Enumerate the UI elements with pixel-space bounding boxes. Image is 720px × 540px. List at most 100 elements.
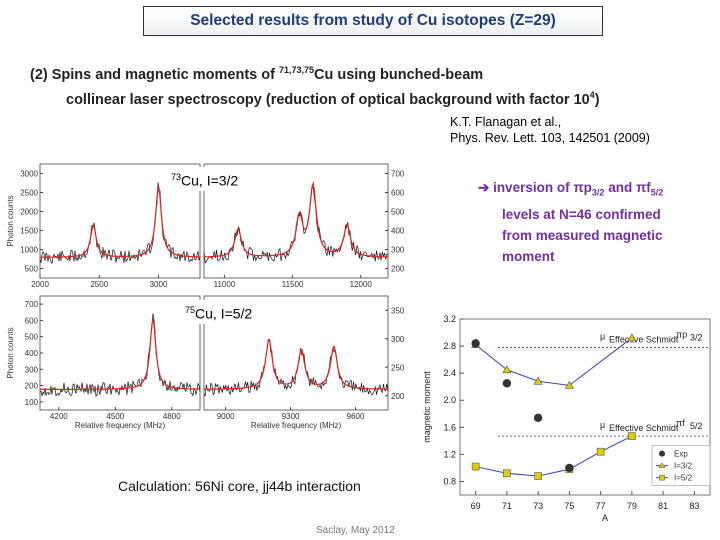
schmidt-p32-state: πp [676, 329, 687, 339]
fit-curve [40, 187, 200, 258]
series-i52-point [596, 447, 605, 456]
x-tick-label: 71 [502, 501, 512, 511]
plot-frame [203, 163, 389, 279]
y-tick-label: 2500 [20, 189, 38, 198]
x-axis-label: Relative frequency (MHz) [251, 421, 342, 430]
y-tick-label: 3000 [20, 170, 38, 179]
x-axis-label: Relative frequency (MHz) [75, 421, 166, 430]
y-tick-label: 200 [391, 265, 405, 274]
y-tick-label: 2.8 [443, 341, 456, 351]
y-tick-label: 1.6 [443, 422, 456, 432]
y-axis-label: magnetic moment [422, 371, 432, 443]
reference: K.T. Flanagan et al., Phys. Rev. Lett. 1… [450, 114, 650, 146]
schmidt-p32-sub: Effective Schmidt [609, 334, 679, 344]
spectrum-top-left: 2000 2500 3000 3000 2500 2000 1500 1000 500 Photo… [6, 163, 201, 289]
magnetic-moment-chart: 69 71 73 75 77 79 81 83 3.2 2.8 2.4 2.0 1.6 1.2 0.8 mag… [422, 314, 711, 523]
x-tick-label: 79 [627, 501, 637, 511]
plot-frame [203, 295, 389, 411]
data-trace [39, 313, 201, 397]
y-tick-label: 600 [25, 316, 39, 325]
schmidt-f52-state-sub: 5/2 [690, 421, 703, 431]
y-tick-label: 500 [25, 265, 39, 274]
label-cu73-sup: 73 [171, 172, 182, 182]
subtitle-line2-sup: 4 [589, 89, 595, 100]
y-tick-label: 400 [25, 349, 39, 358]
note-pi1: π [573, 180, 584, 195]
subtitle-line2-a: collinear laser spectroscopy (reduction … [66, 91, 590, 108]
schmidt-f52-state: πf [676, 418, 685, 428]
data-trace [203, 338, 389, 397]
series-i52-point [534, 472, 542, 480]
x-tick-label: 81 [658, 501, 668, 511]
spectrum-bottom-right: 9000 9300 9600 350 300 250 200 Relative frequen… [203, 295, 405, 430]
plot-frame [39, 163, 201, 279]
y-tick-label: 250 [391, 363, 405, 372]
x-axis-label: A [602, 513, 608, 523]
y-tick-label: 400 [391, 227, 405, 236]
legend-i52-label: I=5/2 [674, 474, 693, 483]
subtitle-prefix: (2) Spins and magnetic moments of [30, 66, 279, 83]
y-tick-label: 500 [391, 208, 405, 217]
subtitle-line2-b: ) [594, 91, 600, 108]
note-line3: from measured magnetic [502, 227, 663, 243]
y-axis-label: Photon counts [6, 327, 15, 378]
series-i32-point [533, 376, 543, 385]
y-tick-label: 2.4 [443, 368, 456, 378]
y-tick-label: 1500 [20, 227, 38, 236]
y-tick-label: 200 [25, 382, 39, 391]
x-tick-label: 3000 [150, 280, 168, 289]
series-i52-point [471, 462, 480, 471]
data-trace [39, 182, 201, 265]
reference-line2: Phys. Rev. Lett. 103, 142501 (2009) [450, 131, 650, 145]
x-tick-label: 4500 [106, 412, 124, 421]
y-tick-label: 200 [391, 392, 405, 401]
note-line4: moment [502, 248, 555, 264]
y-axis-label: Photon counts [6, 195, 15, 246]
series-i52-point [628, 432, 636, 440]
y-tick-label: 3.2 [443, 314, 456, 324]
series-exp-point [565, 463, 574, 473]
note-f-sub: 5/2 [650, 187, 664, 198]
x-tick-label: 9600 [347, 412, 365, 421]
note-pi2: π [635, 180, 647, 195]
legend-exp-marker [659, 450, 665, 457]
x-tick-label: 11000 [214, 280, 236, 289]
reference-line1: K.T. Flanagan et al., [450, 115, 562, 129]
spectrum-bottom-left: 4200 4500 4800 700 600 500 400 300 200 100 Photon … [6, 295, 201, 430]
y-tick-label: 1.2 [443, 449, 456, 459]
y-tick-label: 300 [391, 335, 405, 344]
y-tick-label: 2000 [20, 208, 38, 217]
series-exp-point [502, 379, 512, 388]
calculation-note: Calculation: 56Ni core, jj44b interactio… [118, 478, 361, 494]
x-tick-label: 9000 [217, 412, 235, 421]
y-tick-label: 300 [25, 365, 39, 374]
subtitle: (2) Spins and magnetic moments of 71,73,… [30, 60, 600, 110]
x-tick-label: 11500 [282, 280, 304, 289]
y-tick-label: 500 [25, 333, 39, 342]
series-i32-line [475, 337, 633, 386]
plot-frame [459, 318, 711, 496]
note-a: inversion of [489, 180, 574, 195]
fit-curve [40, 318, 200, 390]
label-cu73: 73Cu, I=3/2 [168, 167, 242, 191]
x-tick-label: 4200 [50, 412, 68, 421]
fit-curve [204, 339, 388, 390]
legend-i32-label: I=3/2 [674, 462, 693, 471]
schmidt-p32-state-sub: 3/2 [690, 332, 703, 342]
fit-curve [204, 181, 389, 258]
y-tick-label: 700 [391, 170, 405, 179]
schmidt-f52-mu: μ [600, 420, 605, 430]
x-tick-label: 4800 [163, 412, 181, 421]
slide-title: Selected results from study of Cu isotop… [143, 6, 603, 36]
note-and: and [604, 180, 636, 195]
x-tick-label: 77 [596, 501, 606, 511]
series-i52-line [475, 435, 633, 477]
data-trace [203, 185, 389, 264]
y-tick-label: 350 [391, 306, 405, 315]
legend-exp-label: Exp [674, 450, 688, 459]
series-i32-point [564, 380, 574, 389]
note-line2: levels at N=46 confirmed [502, 206, 661, 222]
x-tick-label: 75 [564, 501, 574, 511]
footer: Saclay, May 2012 [316, 525, 395, 536]
series-i32-point [627, 333, 637, 342]
